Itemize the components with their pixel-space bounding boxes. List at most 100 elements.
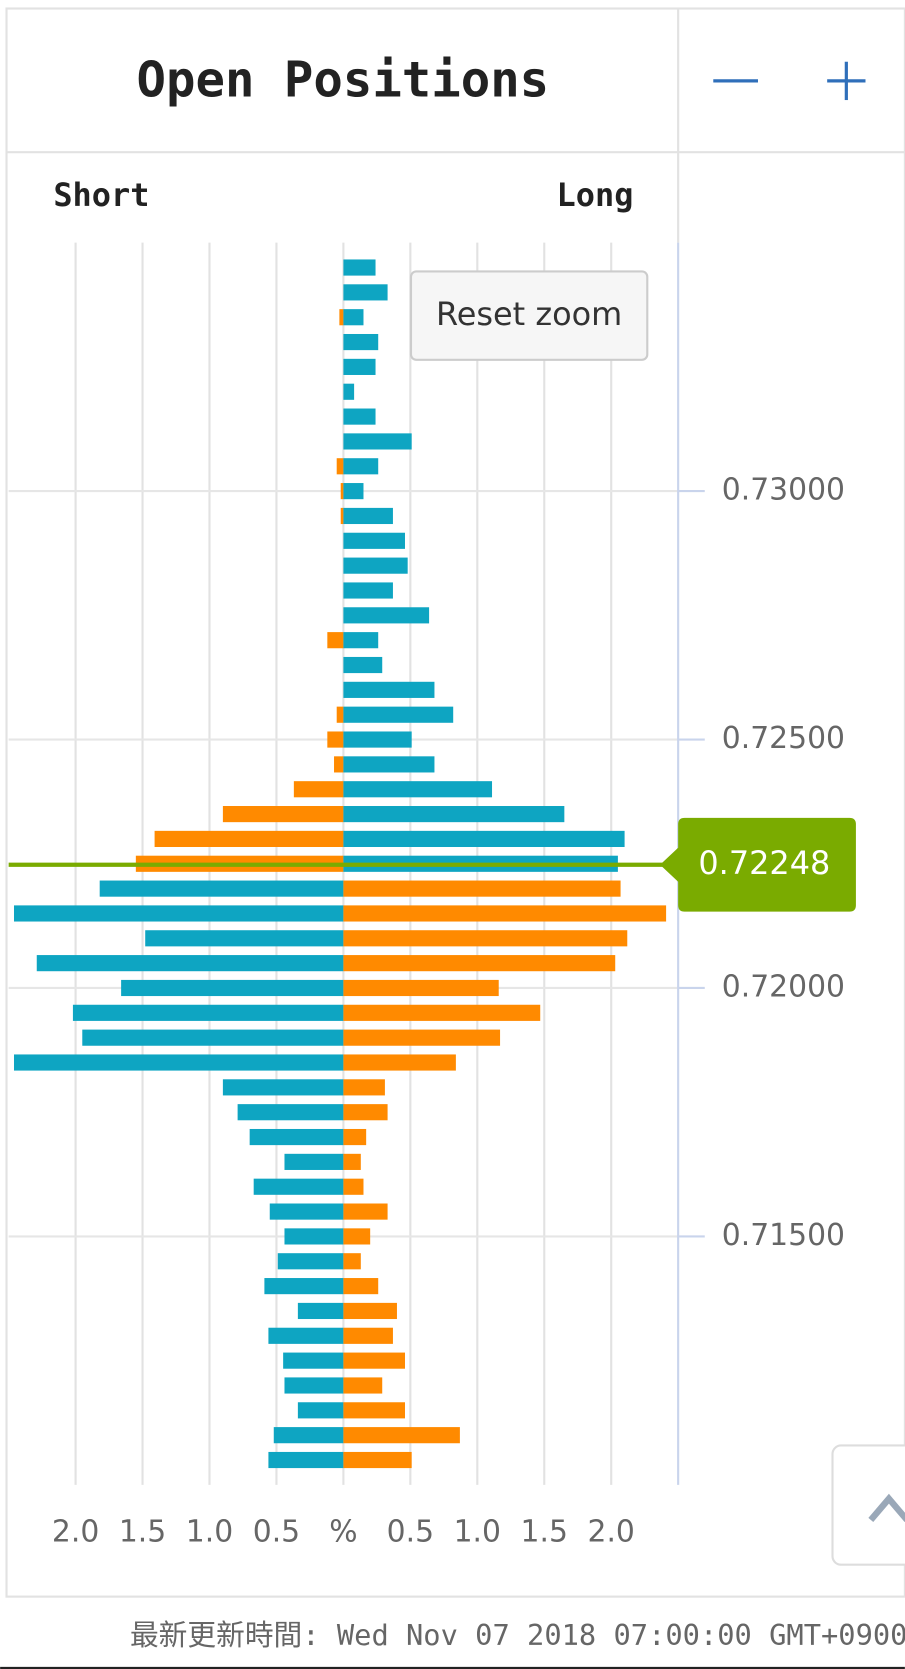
bar (343, 383, 355, 400)
bar (343, 1054, 456, 1071)
bar (327, 731, 344, 748)
title: Open Positions (137, 52, 550, 109)
bar (343, 1253, 361, 1270)
bar (343, 1327, 393, 1344)
bar (343, 1029, 501, 1046)
zoom-in-button[interactable] (827, 61, 866, 101)
x-tick-label: % (329, 1514, 357, 1549)
bar (343, 706, 454, 723)
bar (340, 483, 344, 500)
bar (343, 656, 383, 674)
bar (339, 309, 344, 326)
bar (343, 507, 393, 525)
bar (343, 880, 621, 897)
bar (343, 1004, 541, 1021)
x-tick-label: 1.5 (521, 1514, 568, 1549)
bar (343, 483, 364, 500)
bar (343, 408, 376, 425)
x-tick-label: 2.0 (588, 1514, 635, 1549)
x-tick-label: 2.0 (52, 1514, 99, 1549)
bar (343, 781, 493, 798)
bar (222, 806, 344, 823)
x-tick-label: 1.5 (119, 1514, 166, 1549)
bar (36, 955, 344, 972)
bar (253, 1178, 344, 1195)
bar (327, 632, 344, 649)
bar (343, 930, 628, 947)
bar (343, 557, 408, 574)
bar (343, 333, 379, 351)
bar (343, 955, 616, 972)
bar (264, 1278, 344, 1295)
bar (268, 1327, 344, 1344)
bar (343, 1079, 385, 1096)
bar (343, 1402, 405, 1419)
bar (343, 1427, 460, 1444)
bar (343, 1278, 379, 1295)
short-label: Short (53, 176, 149, 214)
bar (269, 1203, 344, 1220)
reset-zoom-button[interactable] (409, 270, 649, 361)
current-price-label: 0.72248 (698, 844, 830, 882)
bar (340, 507, 344, 525)
y-tick-label: 0.72500 (722, 721, 845, 756)
bar (343, 806, 565, 823)
bar (283, 1352, 344, 1369)
long-label: Long (557, 176, 634, 214)
bar (249, 1128, 344, 1146)
bar (343, 607, 430, 624)
bar (343, 731, 412, 748)
bar (343, 681, 435, 698)
bar (343, 1128, 367, 1146)
bar (343, 1377, 383, 1394)
x-tick-label: 0.5 (387, 1514, 434, 1549)
bar (343, 1178, 364, 1195)
bar (284, 1377, 344, 1394)
x-tick-label: 0.5 (253, 1514, 300, 1549)
bar (284, 1153, 344, 1170)
bar (284, 1228, 344, 1245)
bar (273, 1427, 344, 1444)
x-tick-label: 1.0 (454, 1514, 501, 1549)
bar (99, 880, 344, 897)
bar (237, 1104, 344, 1121)
bar (121, 979, 344, 997)
bar (343, 309, 364, 326)
y-tick-label: 0.71500 (722, 1218, 845, 1253)
bar (268, 1451, 344, 1469)
bar (343, 830, 625, 848)
x-tick-label: 1.0 (186, 1514, 233, 1549)
plot: 2.0 1.5 1.0 0.5% 0.5 1.0 1.5 2.0 0.71500 0.72000 0… (8, 242, 856, 1549)
reset-zoom-label[interactable]: Reset zoom (436, 295, 622, 333)
bar (13, 905, 344, 922)
bar (72, 1004, 344, 1021)
bar (343, 1153, 361, 1170)
bar (293, 781, 344, 798)
bar (82, 1029, 344, 1046)
y-tick-label: 0.73000 (722, 473, 845, 508)
bar (297, 1402, 344, 1419)
bar (343, 458, 379, 475)
bar (343, 1451, 412, 1469)
bar (13, 1054, 344, 1071)
current-price-tag (660, 817, 856, 912)
bar (336, 706, 344, 723)
scroll-top-button[interactable] (831, 1444, 905, 1566)
y-tick-label: 0.72000 (722, 969, 845, 1004)
bar (277, 1253, 344, 1270)
bar (343, 284, 388, 301)
bar (343, 259, 376, 276)
bar (145, 930, 344, 947)
bar (343, 433, 412, 450)
bar (343, 582, 393, 599)
bar (343, 979, 499, 997)
bar (343, 532, 405, 549)
bar (154, 830, 344, 848)
bar (343, 632, 379, 649)
bar (343, 1203, 388, 1220)
bar (343, 1104, 388, 1121)
bar (343, 358, 376, 375)
bar (343, 1228, 371, 1245)
bar (343, 1352, 405, 1369)
